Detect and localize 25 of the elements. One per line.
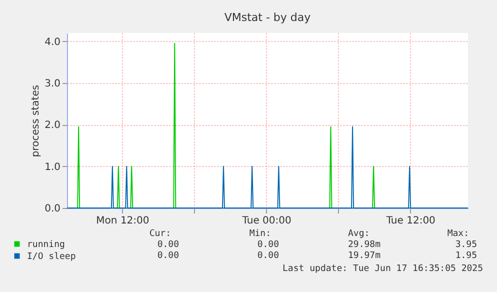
y-tick-label: 4.0 bbox=[44, 36, 60, 48]
text: 0.00 bbox=[157, 240, 179, 250]
y-axis-title: process states bbox=[30, 84, 42, 158]
chart-title: VMstat - by day bbox=[224, 11, 312, 24]
y-tick-label: 2.0 bbox=[44, 120, 60, 132]
text: 19.97m bbox=[348, 251, 381, 261]
x-tick-label: Tue 12:00 bbox=[385, 216, 436, 226]
text: Cur: bbox=[149, 229, 171, 239]
text: Max: bbox=[447, 229, 469, 239]
y-tick-label: 3.0 bbox=[44, 78, 60, 90]
text: Last update: Tue Jun 17 16:35:05 2025 bbox=[282, 264, 483, 274]
text: 3.95 bbox=[455, 240, 477, 250]
text: Avg: bbox=[348, 229, 370, 239]
legend-label: running bbox=[27, 240, 65, 250]
text: 0.00 bbox=[157, 251, 179, 261]
y-tick-label: 0.0 bbox=[44, 204, 60, 214]
y-tick-label: 1.0 bbox=[44, 162, 60, 173]
x-tick-label: Tue 00:00 bbox=[241, 216, 292, 226]
text: Min: bbox=[249, 229, 271, 239]
text: 1.95 bbox=[455, 251, 477, 261]
text: 0.00 bbox=[257, 240, 279, 250]
text: 29.98m bbox=[348, 240, 381, 250]
legend-label: I/O sleep bbox=[27, 252, 76, 262]
text: 0.00 bbox=[257, 251, 279, 261]
x-tick-label: Mon 12:00 bbox=[96, 216, 150, 226]
